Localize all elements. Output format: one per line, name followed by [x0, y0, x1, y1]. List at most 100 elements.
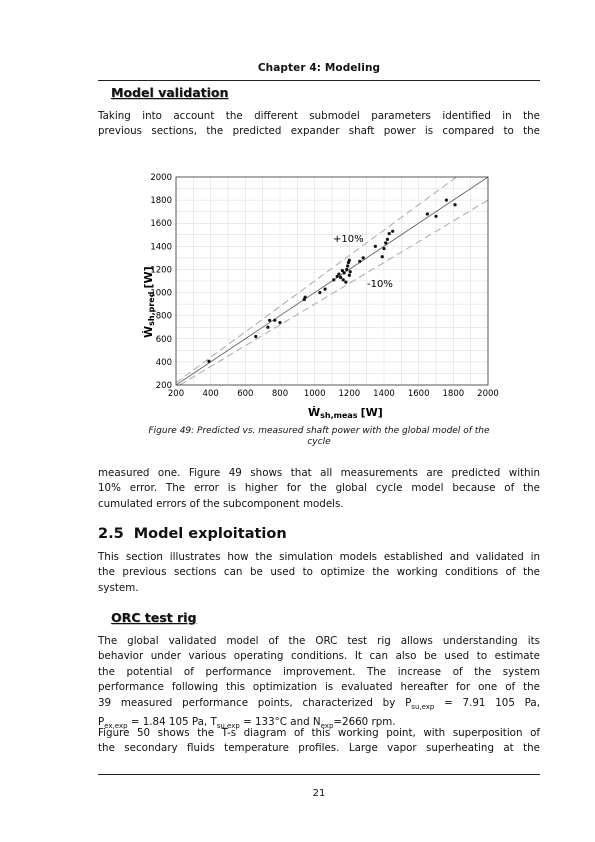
data-point [266, 325, 270, 329]
data-point [342, 271, 346, 275]
data-point [344, 280, 348, 284]
y-tick-label: 1400 [150, 242, 172, 252]
x-tick-label: 1600 [408, 389, 430, 399]
y-tick-label: 1600 [150, 219, 172, 229]
text-line: The global validated model of the ORC te… [98, 635, 540, 647]
page-number: 21 [312, 788, 326, 799]
x-tick-label: 400 [203, 389, 219, 399]
data-point [345, 267, 349, 272]
data-point [207, 359, 211, 363]
subsection-heading-validation: Model validation [111, 85, 229, 100]
paragraph-after-figure: measured one. Figure 49 shows that all m… [98, 466, 540, 512]
data-points [207, 198, 457, 363]
data-point [391, 229, 395, 233]
plus10-line [175, 176, 457, 384]
x-tick-label: 1000 [304, 389, 326, 399]
x-tick-label: 600 [237, 389, 253, 399]
data-point [382, 247, 386, 251]
data-point [254, 334, 258, 339]
annotation-minus10: -10% [367, 279, 393, 290]
text-line: This section illustrates how the simulat… [98, 551, 540, 563]
data-point [380, 255, 384, 259]
text-line: cumulated errors of the subcomponent mod… [98, 497, 344, 510]
figure-scatter-chart: 200 400 600 800 1000 1200 1400 1600 1800 2000 200 4… [141, 173, 499, 420]
x-tick-label: 1800 [443, 389, 465, 399]
data-point [434, 214, 438, 218]
header-rule [98, 80, 540, 81]
paragraph-orc: The global validated model of the ORC te… [98, 634, 540, 735]
data-point [268, 318, 272, 322]
minus10-line [179, 199, 489, 386]
text-line: behavior under various operating conditi… [98, 650, 540, 663]
data-point [323, 287, 327, 291]
identity-line [175, 176, 489, 386]
data-point [348, 270, 352, 274]
text-line: previous sections, the predicted expande… [98, 125, 540, 138]
data-point [339, 275, 343, 280]
x-axis-label: Ẇsh,meas [W] [308, 405, 383, 420]
data-point [337, 272, 341, 276]
y-tick-label: 400 [156, 358, 172, 368]
data-point [387, 232, 391, 236]
section-number: 2.5 [98, 526, 124, 542]
paragraph-ts-diagram: Figure 50 shows the T-s diagram of this … [98, 726, 540, 757]
data-point [303, 295, 307, 299]
text-line: the potential of performance improvement… [98, 665, 540, 678]
data-point [341, 278, 345, 282]
section-title: Model exploitation [133, 526, 287, 542]
plot-frame [175, 176, 489, 386]
data-point [332, 278, 336, 282]
data-point [335, 274, 339, 278]
y-tick-label: 1200 [150, 265, 172, 275]
data-point [384, 241, 388, 245]
data-point [340, 269, 344, 273]
data-point [453, 203, 457, 207]
x-tick-label: 2000 [477, 389, 499, 399]
x-tick-label: 1200 [339, 389, 361, 399]
y-tick-label: 600 [156, 335, 172, 345]
x-tick-label: 1400 [373, 389, 395, 399]
y-tick-label: 1800 [150, 196, 172, 206]
footer-rule [98, 774, 540, 775]
x-tick-label: 200 [168, 389, 184, 399]
annotation-plus10: +10% [333, 234, 364, 245]
data-point [358, 259, 362, 263]
data-point [273, 318, 277, 322]
text-line: measured one. Figure 49 shows that all m… [98, 467, 540, 479]
data-point [347, 258, 351, 262]
y-axis-label: Ẇsh,pred[W] [141, 266, 156, 338]
data-point [425, 212, 429, 216]
tick-labels: 200 400 600 800 1000 1200 1400 1600 1800 2000 200 4… [150, 173, 498, 399]
data-point [444, 198, 448, 202]
text-line: the secondary fluids temperature profile… [98, 742, 540, 755]
text-line: Figure 50 shows the T-s diagram of this … [98, 727, 540, 739]
text-line-with-subscripts: Pex,exp = 1.84 105 Pa, Tsu,exp = 133°C a… [98, 716, 396, 731]
paragraph-exploitation: This section illustrates how the simulat… [98, 550, 540, 596]
section-heading-exploitation: 2.5 Model exploitation [98, 526, 287, 542]
data-point [361, 256, 365, 260]
y-tick-label: 200 [156, 381, 172, 391]
y-tick-label: 2000 [150, 173, 172, 183]
text-line: Taking into account the different submod… [98, 110, 540, 122]
y-tick-label: 800 [156, 312, 172, 322]
data-point [318, 290, 322, 295]
running-header: Chapter 4: Modeling [257, 62, 381, 74]
paragraph-intro: Taking into account the different submod… [98, 109, 540, 140]
subsection-heading-orc: ORC test rig [111, 610, 197, 625]
text-line-with-subscripts: 39 measured performance points, characte… [98, 696, 540, 711]
data-point [373, 244, 377, 248]
reference-lines [175, 176, 489, 386]
data-point [278, 321, 282, 325]
caption-line: Figure 49: Predicted vs. measured shaft … [148, 426, 490, 436]
data-point [347, 273, 351, 277]
y-tick-label: 1000 [150, 289, 172, 299]
text-line: the previous sections can be used to opt… [98, 566, 540, 579]
figure-caption: Figure 49: Predicted vs. measured shaft … [98, 426, 540, 448]
x-tick-label: 800 [272, 389, 288, 399]
text-line: 10% error. The error is higher for the g… [98, 482, 540, 495]
data-point [346, 264, 350, 268]
text-line: system. [98, 581, 139, 594]
text-line: performance following this optimization … [98, 681, 540, 694]
data-point [385, 237, 390, 241]
caption-line: cycle [307, 437, 331, 447]
